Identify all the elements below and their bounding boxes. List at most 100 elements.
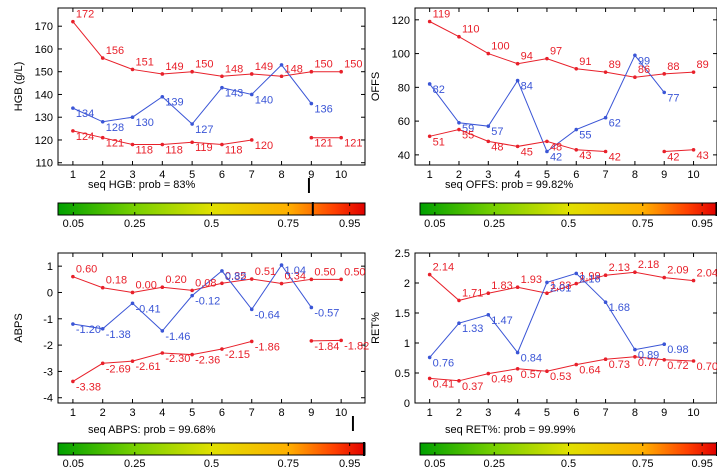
data-label-upper: 119 (433, 9, 451, 21)
data-label-lower: -1.86 (255, 341, 280, 353)
data-point-measured (190, 293, 194, 298)
y-tick-label: 80 (398, 82, 410, 94)
data-point-upper (339, 69, 343, 74)
data-label-lower: 0.77 (638, 357, 659, 369)
x-tick-label: 6 (573, 169, 579, 181)
data-point-lower (486, 139, 491, 144)
data-point-lower (427, 376, 432, 381)
colorbar-tick-label: 0.75 (278, 218, 299, 230)
x-tick-label: 7 (603, 407, 609, 419)
data-point-lower (691, 359, 696, 363)
data-label-measured: 59 (462, 123, 474, 135)
data-point-upper (603, 70, 608, 74)
data-label-upper: 2.18 (638, 259, 659, 271)
data-point-measured (633, 347, 637, 352)
data-label-upper: 2.14 (433, 262, 454, 274)
data-label-lower: -1.82 (344, 340, 369, 352)
y-tick-label: 1 (404, 338, 410, 350)
data-point-measured (220, 85, 224, 90)
y-tick-label: 140 (35, 89, 53, 101)
x-tick-label: 4 (159, 169, 165, 181)
data-point-lower (603, 357, 608, 362)
data-label-lower: -2.61 (136, 361, 161, 373)
data-label-upper: 110 (462, 24, 480, 36)
data-point-measured (633, 53, 637, 58)
colorbar-tick-label: 0.25 (484, 218, 505, 230)
series-line-upper (429, 21, 694, 78)
data-point-upper (574, 66, 579, 71)
data-label-upper: 150 (195, 59, 213, 71)
data-point-measured (190, 122, 194, 126)
probability-caption: seq HGB: prob = 83% (88, 179, 196, 191)
data-point-lower (220, 347, 224, 351)
data-point-lower (100, 361, 105, 366)
y-axis-label: RET% (370, 312, 382, 344)
data-point-lower (515, 367, 520, 371)
data-label-upper: 0.60 (76, 264, 97, 276)
data-point-lower (249, 339, 254, 344)
data-label-lower: 43 (697, 150, 709, 162)
x-tick-label: 10 (687, 169, 699, 181)
data-label-upper: 148 (285, 63, 303, 75)
data-point-measured (603, 300, 608, 305)
data-point-upper (486, 291, 491, 296)
data-label-upper: 100 (491, 41, 509, 53)
data-label-lower: 0.72 (667, 360, 688, 372)
data-label-upper: 0.00 (136, 279, 157, 291)
y-tick-label: -4 (43, 393, 53, 405)
data-point-upper (190, 69, 194, 74)
x-tick-label: 3 (129, 169, 135, 181)
data-label-upper: 149 (165, 61, 183, 73)
series-group (71, 19, 343, 147)
data-point-upper (71, 19, 75, 24)
data-label-measured: 1.47 (491, 315, 512, 327)
y-axis-label: OFFS (370, 72, 382, 101)
data-point-upper (190, 288, 194, 293)
data-label-upper: 0.50 (344, 266, 365, 278)
data-point-measured (427, 82, 432, 86)
data-point-measured (71, 322, 75, 326)
data-label-upper: 94 (521, 51, 533, 63)
y-tick-label: 40 (398, 150, 410, 162)
data-point-lower (486, 371, 491, 376)
series-group (71, 263, 343, 384)
data-label-upper: 1.99 (579, 271, 600, 283)
data-label-lower: 51 (433, 136, 445, 148)
data-label-measured: -1.38 (106, 329, 131, 341)
data-label-measured: 0.84 (521, 353, 542, 365)
y-tick-label: 2 (404, 278, 410, 290)
data-point-lower (190, 352, 194, 357)
data-point-upper (662, 72, 667, 76)
data-point-measured (130, 115, 135, 120)
data-label-measured: 0.89 (638, 350, 659, 362)
x-tick-label: 5 (544, 407, 550, 419)
data-label-lower: 121 (106, 138, 124, 150)
x-tick-label: 4 (515, 169, 521, 181)
data-point-upper (339, 277, 343, 282)
data-point-upper (71, 274, 75, 279)
data-label-upper: 0.50 (314, 266, 335, 278)
data-point-measured (662, 90, 667, 95)
x-tick-label: 3 (485, 407, 491, 419)
data-point-upper (427, 272, 432, 277)
probability-colorbar: 0.05 0.25 0.5 0.75 0.95 (57, 202, 366, 230)
probability-caption: seq OFFS: prob = 99.82% (445, 179, 573, 191)
data-label-measured: 42 (550, 151, 562, 163)
x-tick-label: 8 (632, 169, 638, 181)
y-tick-label: 150 (35, 67, 53, 79)
x-tick-label: 9 (308, 407, 314, 419)
x-tick-label: 10 (335, 169, 347, 181)
data-label-upper: 149 (255, 61, 273, 73)
x-tick-label: 8 (278, 407, 284, 419)
x-tick-label: 1 (427, 407, 433, 419)
data-label-upper: 150 (314, 59, 332, 71)
y-tick-label: 2.5 (395, 248, 410, 260)
data-label-measured: 0.98 (667, 344, 688, 356)
y-tick-label: 1.5 (395, 308, 410, 320)
colorbar-tick-label: 0.75 (632, 458, 653, 467)
x-tick-label: 1 (70, 169, 76, 181)
data-point-upper (545, 56, 549, 61)
colorbar-tick-label: 0.75 (632, 218, 653, 230)
y-tick-label: -3 (43, 366, 53, 378)
data-point-lower (574, 362, 579, 367)
